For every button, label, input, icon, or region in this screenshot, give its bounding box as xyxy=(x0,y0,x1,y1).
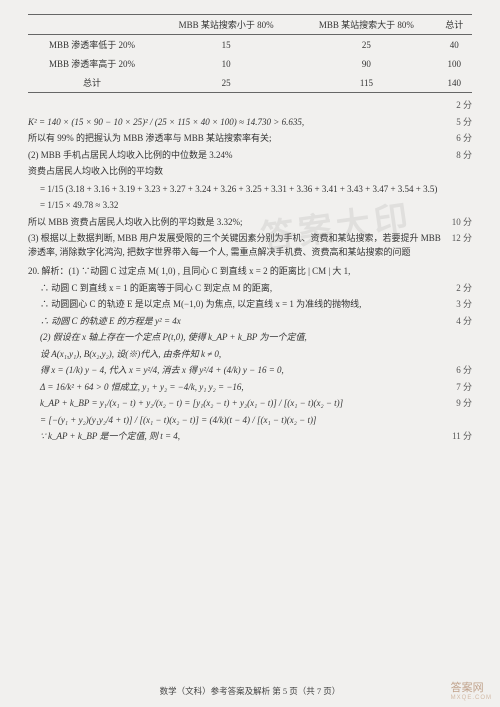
score: 5 分 xyxy=(456,116,472,130)
contingency-table: MBB 某站搜索小于 80% MBB 某站搜索大于 80% 总计 MBB 渗透率… xyxy=(28,14,472,93)
score: 7 分 xyxy=(456,381,472,395)
score: 2 分 xyxy=(456,282,472,296)
score: 6 分 xyxy=(456,364,472,378)
cell: 25 xyxy=(296,35,436,55)
score: 9 分 xyxy=(456,397,472,411)
row2-label: 总计 xyxy=(28,73,156,93)
cell: 140 xyxy=(437,73,472,93)
mean-result: = 1/15 × 49.78 ≈ 3.32 xyxy=(40,199,472,212)
page-footer: 数学（文科）参考答案及解析 第 5 页（共 7 页） xyxy=(0,685,500,697)
corner-brand: 答案网 MXQE.COM xyxy=(451,679,492,701)
cell: 25 xyxy=(156,73,296,93)
part3-text: (3) 根据以上数据判断, MBB 用户发展受限的三个关键因素分别为手机、资费和… xyxy=(28,232,446,259)
score: 12 分 xyxy=(452,232,472,246)
score: 2 分 xyxy=(456,99,472,113)
conclusion-99: 所以有 99% 的把握认为 MBB 渗透率与 MBB 某站搜索率有关; xyxy=(28,132,450,146)
row1-label: MBB 渗透率高于 20% xyxy=(28,54,156,73)
q20-l2: ∴ 动圆 C 的轨迹 E 的方程是 y² = 4x xyxy=(40,315,450,329)
mean-intro: 资费占居民人均收入比例的平均数 xyxy=(28,165,472,179)
q20-l5: 得 x = (1/k) y − 4, 代入 x = y²/4, 消去 x 得 y… xyxy=(40,364,450,378)
part2-median: (2) MBB 手机占居民人均收入比例的中位数是 3.24% xyxy=(28,149,450,163)
score: 10 分 xyxy=(452,216,472,230)
th-col3: 总计 xyxy=(437,15,472,35)
score: 4 分 xyxy=(456,315,472,329)
cell: 100 xyxy=(437,54,472,73)
q20-l8: = [−(y₁ + y₂)(y₁y₂/4 + t)] / [(x₁ − t)(x… xyxy=(40,414,472,428)
cell: 40 xyxy=(437,35,472,55)
cell: 115 xyxy=(296,73,436,93)
q20-l1: ∴ 动圆圆心 C 的轨迹 E 是以定点 M(−1,0) 为焦点, 以定直线 x … xyxy=(40,298,450,312)
row0-label: MBB 渗透率低于 20% xyxy=(28,35,156,55)
k-squared-formula: K² = 140 × (15 × 90 − 10 × 25)² / (25 × … xyxy=(28,116,450,130)
mean-sum: = 1/15 (3.18 + 3.16 + 3.19 + 3.23 + 3.27… xyxy=(40,183,472,196)
score: 11 分 xyxy=(452,430,472,444)
q20-l9: ∵ k_AP + k_BP 是一个定值, 则 t = 4, xyxy=(40,430,446,444)
score: 8 分 xyxy=(456,149,472,163)
corner-sub: MXQE.COM xyxy=(451,695,492,701)
q20-l6: Δ = 16/k² + 64 > 0 恒成立, y₁ + y₂ = −4/k, … xyxy=(40,381,450,395)
score: 3 分 xyxy=(456,298,472,312)
q20-header: 20. 解析：(1) ∵动圆 C 过定点 M( 1,0) , 且同心 C 到直线… xyxy=(28,265,472,279)
q20-l7: k_AP + k_BP = y₁/(x₁ − t) + y₂/(x₂ − t) … xyxy=(40,397,450,411)
th-blank xyxy=(28,15,156,35)
cell: 15 xyxy=(156,35,296,55)
q20-l3: (2) 假设在 x 轴上存在一个定点 P(t,0), 使得 k_AP + k_B… xyxy=(40,331,472,345)
score: 6 分 xyxy=(456,132,472,146)
q20-l4: 设 A(x₁,y₁), B(x₂,y₂), 设(※)代入, 由条件知 k ≠ 0… xyxy=(40,348,472,362)
th-col1: MBB 某站搜索小于 80% xyxy=(156,15,296,35)
corner-main: 答案网 xyxy=(451,682,484,694)
cell: 10 xyxy=(156,54,296,73)
q20-l0: ∴ 动圆 C 到直线 x = 1 的距离等于同心 C 到定点 M 的距离, xyxy=(40,282,450,296)
mean-conclusion: 所以 MBB 资费占居民人均收入比例的平均数是 3.32%; xyxy=(28,216,446,230)
cell: 90 xyxy=(296,54,436,73)
th-col2: MBB 某站搜索大于 80% xyxy=(296,15,436,35)
